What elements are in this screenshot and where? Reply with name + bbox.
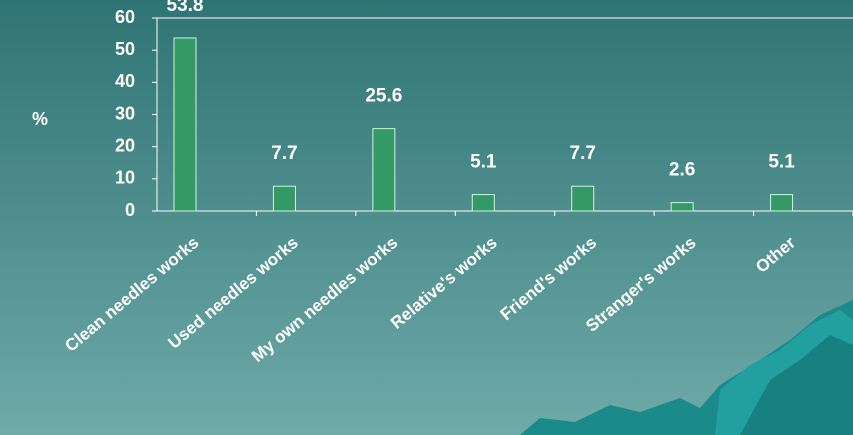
value-label: 53.8 (167, 0, 204, 16)
value-label: 7.7 (570, 143, 596, 164)
y-tick-label: 60 (115, 7, 135, 27)
value-label: 5.1 (768, 152, 795, 173)
value-label: 7.7 (271, 143, 297, 164)
bar (472, 195, 494, 211)
y-tick-label: 10 (115, 168, 135, 188)
bar (771, 195, 793, 211)
y-tick-label: 30 (115, 103, 135, 123)
bar (174, 38, 196, 211)
bar (273, 186, 295, 211)
y-tick-label: 20 (115, 135, 135, 155)
y-tick-label: 40 (115, 71, 135, 91)
bar (671, 203, 693, 211)
bar (373, 129, 395, 211)
chart: % 0102030405060Clean needles works53.8Us… (0, 0, 853, 435)
value-label: 2.6 (669, 160, 695, 181)
bar (572, 186, 594, 211)
y-tick-label: 50 (115, 39, 135, 59)
value-label: 25.6 (365, 86, 402, 107)
y-axis-label: % (32, 109, 48, 129)
y-tick-label: 0 (125, 200, 135, 220)
value-label: 5.1 (470, 152, 497, 173)
